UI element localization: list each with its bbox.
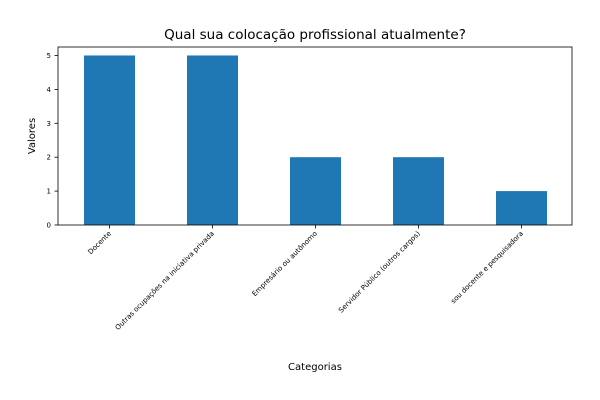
x-tick-label: sou docente e pesquisadora xyxy=(449,230,525,306)
y-tick-label: 4 xyxy=(47,86,52,94)
y-tick-label: 0 xyxy=(47,222,51,230)
y-tick-label: 2 xyxy=(47,154,51,162)
x-axis-label: Categorias xyxy=(288,362,342,373)
x-tick-label: Empresário ou autônomo xyxy=(251,230,319,298)
bar-3 xyxy=(393,157,444,225)
y-tick-label: 5 xyxy=(47,52,51,60)
bar-1 xyxy=(187,55,238,225)
bar-4 xyxy=(496,191,547,225)
x-tick-label: Docente xyxy=(87,230,113,256)
chart-title: Qual sua colocação profissional atualmen… xyxy=(164,27,466,43)
y-tick-label: 1 xyxy=(47,188,51,196)
y-axis: 0 1 2 3 4 5 xyxy=(47,52,58,230)
x-axis: Docente Outras ocupações na iniciativa pr… xyxy=(87,225,525,332)
x-tick-label: Servidor Público (outros cargos) xyxy=(337,230,422,315)
bar-0 xyxy=(84,55,135,225)
plot-frame xyxy=(57,46,573,226)
x-tick-label: Outras ocupações na iniciativa privada xyxy=(114,230,216,332)
bar-2 xyxy=(290,157,341,225)
y-axis-label: Valores xyxy=(27,118,38,154)
bars-group xyxy=(84,55,547,225)
y-tick-label: 3 xyxy=(47,120,51,128)
